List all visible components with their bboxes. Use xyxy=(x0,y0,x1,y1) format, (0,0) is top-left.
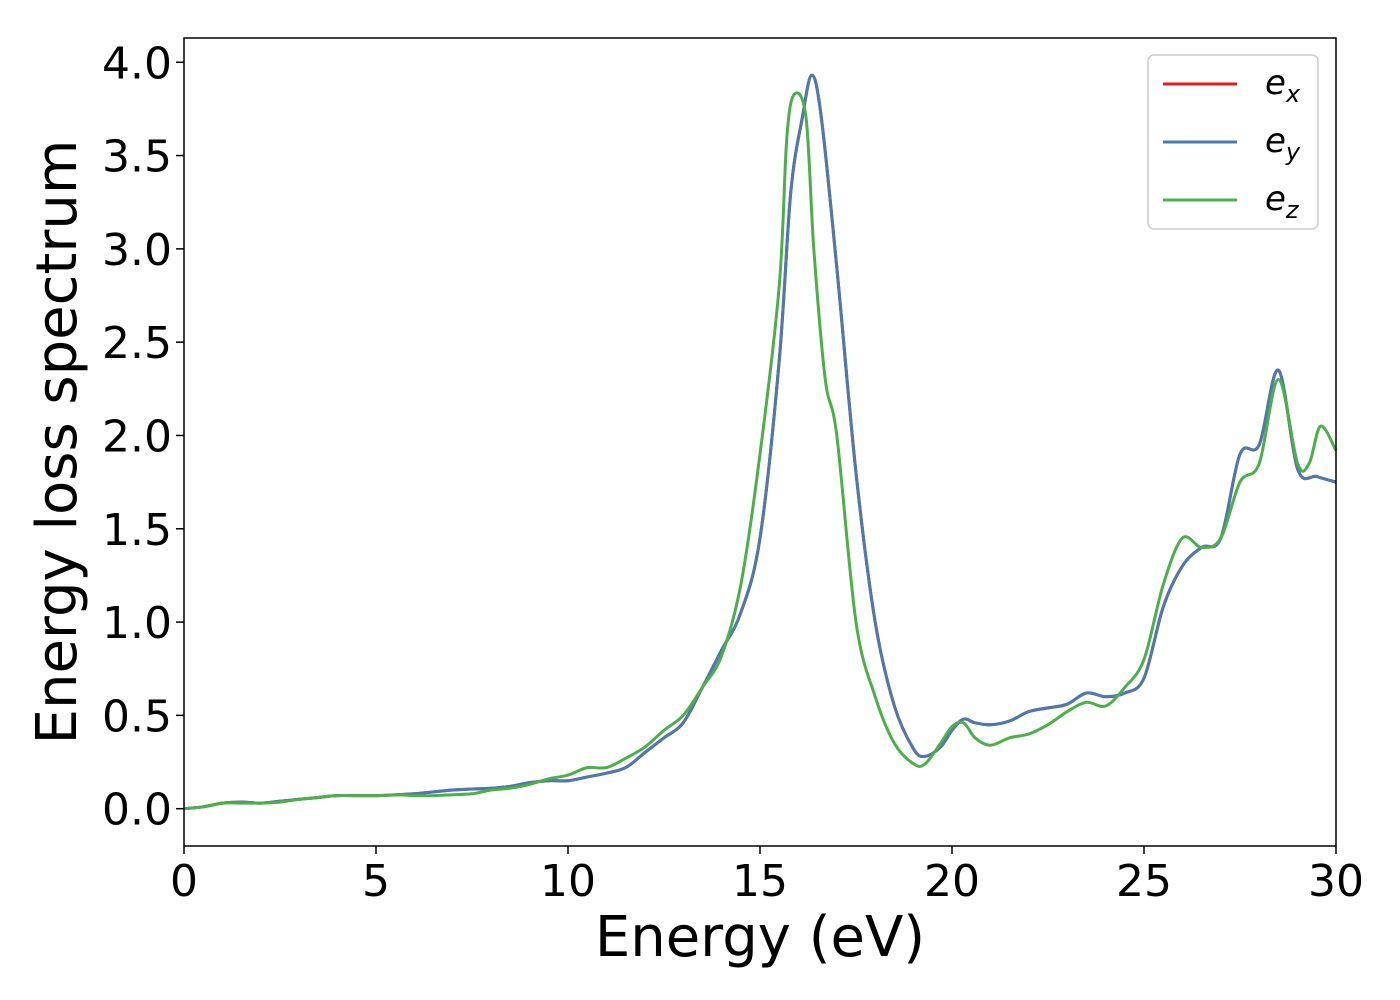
y-tick-label: 3.0 xyxy=(102,225,172,276)
x-tick-label: 30 xyxy=(1308,856,1364,907)
y-tick-label: 2.5 xyxy=(102,318,172,369)
x-axis: 0 5 10 15 20 25 30 xyxy=(170,846,1364,907)
x-tick-label: 20 xyxy=(924,856,980,907)
y-tick-label: 3.5 xyxy=(102,132,172,183)
plot-area xyxy=(184,38,1336,846)
x-axis-title: Energy (eV) xyxy=(595,905,925,970)
y-tick-label: 2.0 xyxy=(102,411,172,462)
y-tick-label: 4.0 xyxy=(102,38,172,89)
series-line-ey xyxy=(183,73,1337,811)
x-tick-label: 15 xyxy=(732,856,788,907)
y-axis-title: Energy loss spectrum xyxy=(25,140,90,745)
y-axis: 0.0 0.5 1.0 1.5 2.0 2.5 3.0 3.5 4.0 xyxy=(102,38,184,836)
y-tick-label: 1.0 xyxy=(102,598,172,649)
legend-label-ez: ez xyxy=(1265,179,1300,224)
x-tick-label: 25 xyxy=(1116,856,1172,907)
legend: ex ey ez xyxy=(1147,54,1319,230)
x-tick-label: 5 xyxy=(362,856,390,907)
series-layer xyxy=(183,73,1338,811)
legend-label-ex: ex xyxy=(1265,63,1301,108)
y-tick-label: 0.5 xyxy=(102,691,172,742)
legend-label-ey: ey xyxy=(1265,121,1301,166)
y-tick-label: 0.0 xyxy=(102,785,172,836)
series-line-ez xyxy=(183,91,1338,811)
x-tick-label: 10 xyxy=(540,856,596,907)
y-tick-label: 1.5 xyxy=(102,505,172,556)
x-tick-label: 0 xyxy=(170,856,198,907)
